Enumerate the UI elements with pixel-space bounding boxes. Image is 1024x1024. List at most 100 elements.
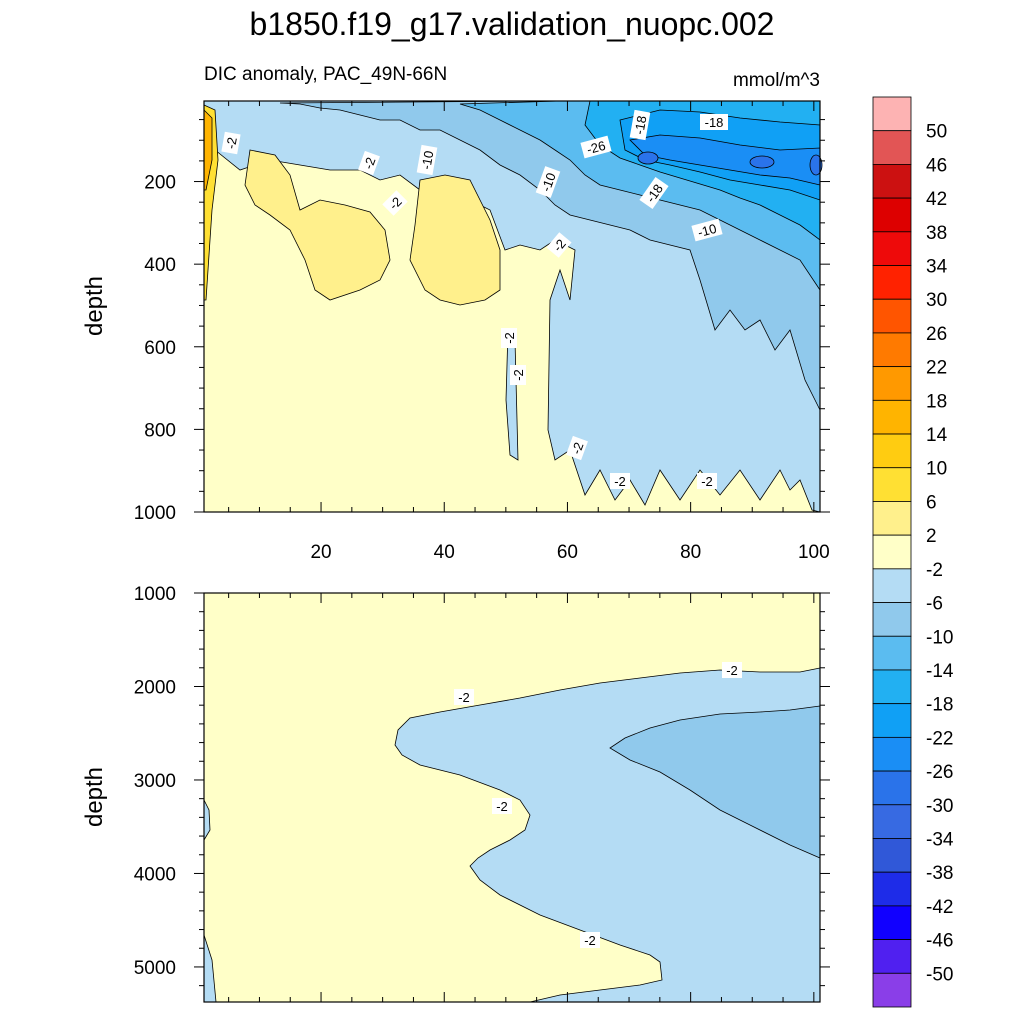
colorbar-swatch <box>872 130 912 165</box>
colorbar-swatch <box>872 905 912 940</box>
upper-x-tick-label: 60 <box>557 542 578 563</box>
colorbar-swatch <box>872 972 912 1008</box>
upper-yellow-blob-2 <box>409 174 501 306</box>
lower-contour-label-bg <box>454 689 474 705</box>
upper-core-3 <box>809 154 823 176</box>
colorbar-label: -18 <box>926 695 953 716</box>
upper-contour-label-bg <box>700 114 728 130</box>
colorbar-label: 46 <box>926 155 947 176</box>
lower-y-tick-label: 2000 <box>134 677 176 698</box>
lower-contour-label: -2 <box>722 662 742 678</box>
lower-contour-label: -2 <box>454 689 474 705</box>
colorbar-swatch <box>872 501 912 536</box>
upper-contour-label-text: -2 <box>360 155 378 171</box>
upper-core-2 <box>749 155 775 169</box>
colorbar-label: -46 <box>926 931 953 952</box>
upper-contour-label-text: -10 <box>418 150 436 171</box>
lower-contour-labels: -2 -2 -2 -2 <box>454 662 742 948</box>
upper-contour-label-bg <box>501 328 517 348</box>
lower-contour-label-bg <box>580 932 600 948</box>
colorbar-label: 6 <box>926 492 937 513</box>
colorbar-label: -26 <box>926 762 953 783</box>
colorbar-label: 30 <box>926 290 947 311</box>
upper-contour-label: -2 <box>358 150 380 176</box>
upper-contour-label: -2 <box>510 365 526 385</box>
upper-contour-label: -10 <box>691 218 723 242</box>
colorbar-label: -22 <box>926 728 953 749</box>
colorbar-swatch <box>872 164 912 199</box>
upper-y-tick-label: 400 <box>144 255 176 276</box>
colorbar-swatch <box>872 298 912 334</box>
colorbar-label: 2 <box>926 526 937 547</box>
lower-y-axis-label: depth <box>81 767 108 827</box>
lower-y-tick-label: 5000 <box>134 958 176 979</box>
upper-y-axis-label: depth <box>81 276 108 336</box>
upper-contour-label-bg <box>691 218 723 242</box>
colorbar-swatch <box>872 736 912 772</box>
upper-contour-label: -2 <box>501 328 517 348</box>
colorbar-swatch <box>872 939 912 974</box>
upper-contour-label-bg <box>358 150 380 176</box>
upper-contour-labels: -2-2 -10-2-10-2-18-26-18-18-10-2-2-2-2 -2 <box>221 109 728 489</box>
upper-contour-label: -10 <box>416 144 438 176</box>
colorbar-swatch <box>872 366 912 401</box>
upper-core-1 <box>637 151 659 165</box>
upper-contour-label: -10 <box>535 166 561 198</box>
upper-x-tick-label: 100 <box>798 542 830 563</box>
upper-contour-label-bg <box>566 435 588 461</box>
colorbar-label: 34 <box>926 257 948 278</box>
colorbar-swatch <box>872 770 912 806</box>
upper-contour-label-text: -2 <box>511 369 526 381</box>
upper-x-tick-label: 40 <box>434 542 455 563</box>
colorbar-swatch <box>872 602 912 637</box>
chart-title: b1850.f19_g17.validation_nuopc.002 <box>250 6 775 42</box>
upper-contour-label: -2 <box>610 473 630 489</box>
upper-axis-ticks: 20 40 60 80 100 200 400 600 800 1000 <box>134 101 830 563</box>
upper-contour-label: -18 <box>629 109 651 141</box>
upper-x-tick-label: 80 <box>680 542 701 563</box>
upper-contour-label-text: -2 <box>568 440 586 456</box>
colorbar-label: -6 <box>926 594 943 615</box>
upper-contour-label: -2 <box>382 190 408 216</box>
lower-contour-label-text: -2 <box>496 799 508 814</box>
upper-contour-label-text: -10 <box>538 171 559 194</box>
colorbar-swatch <box>872 265 912 300</box>
colorbar: 50 46 42 38 34 30 26 22 18 14 10 6 2 -2 -6 -10 -14 -18 -22… <box>872 96 954 1008</box>
lower-contour-label-text: -2 <box>584 933 596 948</box>
colorbar-swatch <box>872 871 912 907</box>
upper-contour-label-text: -2 <box>701 474 713 489</box>
colorbar-swatch <box>872 433 912 469</box>
upper-contour-label-text: -18 <box>705 115 724 130</box>
colorbar-swatch <box>872 332 912 368</box>
colorbar-label: -14 <box>926 661 954 682</box>
upper-contour-label-bg <box>510 365 526 385</box>
units-label: mmol/m^3 <box>733 70 820 91</box>
upper-contour-label-text: -2 <box>502 332 517 344</box>
upper-contour-label-text: -26 <box>585 138 607 157</box>
lower-region-minus6 <box>609 705 821 859</box>
upper-contour-label: -18 <box>700 114 728 130</box>
colorbar-label: 22 <box>926 358 947 379</box>
lower-y-tick-label: 4000 <box>134 864 176 885</box>
upper-contour-label-text: -2 <box>614 474 626 489</box>
colorbar-label: 50 <box>926 122 947 143</box>
upper-contour-label-bg <box>221 131 241 155</box>
chart-subtitle: DIC anomaly, PAC_49N-66N <box>204 64 447 85</box>
colorbar-label: -42 <box>926 897 953 918</box>
colorbar-swatch <box>872 635 912 671</box>
colorbar-swatch <box>872 231 912 266</box>
upper-y-tick-label: 200 <box>144 173 176 194</box>
upper-contour-label: -2 <box>566 435 588 461</box>
colorbar-swatch <box>872 804 912 839</box>
upper-contour-label-text: -18 <box>631 115 649 136</box>
colorbar-label: -38 <box>926 863 953 884</box>
lower-contour-label-bg <box>722 662 742 678</box>
upper-contour-label-text: -10 <box>696 221 718 240</box>
upper-y-tick-label: 1000 <box>134 503 176 524</box>
upper-y-tick-label: 800 <box>144 420 176 441</box>
colorbar-label: -34 <box>926 829 954 850</box>
colorbar-label: 18 <box>926 391 947 412</box>
upper-contour-label-bg <box>382 190 408 216</box>
upper-contour-label: -26 <box>580 135 612 159</box>
